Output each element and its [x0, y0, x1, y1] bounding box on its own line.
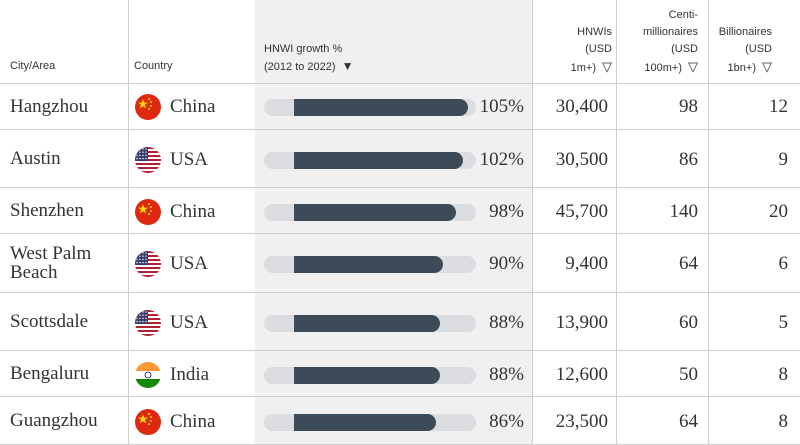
header-centi-line3: (USD — [671, 43, 698, 55]
city-name: West Palm Beach — [10, 243, 92, 283]
country-name: China — [170, 96, 216, 117]
billionaires-value: 5 — [778, 311, 789, 333]
billionaires-value: 12 — [769, 96, 788, 117]
growth-bar — [294, 314, 440, 332]
billionaires-value: 6 — [778, 253, 789, 274]
header-growth-line1: HNWI growth % — [264, 43, 343, 55]
growth-bar-track — [264, 203, 476, 221]
centimillionaires-value: 60 — [679, 311, 698, 333]
growth-percent: 105% — [479, 96, 524, 117]
column-divider — [708, 0, 709, 445]
growth-percent: 90% — [489, 253, 524, 274]
header-growth[interactable]: HNWI growth % (2012 to 2022) ▼ — [264, 41, 384, 76]
column-divider — [532, 0, 533, 445]
hnwis-value: 30,500 — [555, 148, 608, 170]
hnwis-value: 9,400 — [565, 253, 608, 274]
growth-percent: 86% — [489, 410, 524, 432]
centimillionaires-value: 64 — [679, 253, 698, 274]
table-row[interactable]: Guangzhou China 86% 23,500 64 8 — [0, 398, 800, 445]
billionaires-value: 8 — [778, 363, 789, 385]
table-row[interactable]: Hangzhou China 105% 30,400 98 12 — [0, 84, 800, 130]
city-name: Austin — [10, 148, 61, 169]
growth-percent: 102% — [479, 148, 524, 170]
table-row[interactable]: Scottsdale USA 88% 13,900 60 5 — [0, 294, 800, 351]
growth-bar — [294, 151, 463, 169]
growth-bar — [294, 413, 436, 431]
city-name: Scottsdale — [10, 311, 89, 332]
growth-bar-track — [264, 256, 476, 273]
hnwis-value: 45,700 — [555, 200, 608, 222]
column-divider — [616, 0, 617, 445]
header-hnwis-line2: (USD — [585, 43, 612, 55]
centimillionaires-value: 140 — [669, 200, 699, 222]
growth-bar-track — [264, 151, 476, 169]
sort-icon[interactable]: ▽ — [688, 59, 698, 74]
growth-bar — [294, 366, 440, 384]
header-bill-line3: 1bn+) — [727, 62, 756, 74]
header-bill-line2: (USD — [745, 43, 772, 55]
header-centi-line2: millionaires — [642, 26, 698, 38]
billionaires-value: 8 — [778, 410, 789, 432]
city-name: Guangzhou — [10, 410, 98, 431]
growth-bar — [294, 99, 468, 116]
hnwis-value: 23,500 — [555, 410, 608, 432]
city-name: Bengaluru — [10, 363, 90, 384]
china-flag-icon — [135, 94, 161, 120]
city-name: Shenzhen — [10, 200, 84, 221]
growth-bar-track — [264, 99, 476, 116]
country-name: China — [170, 200, 216, 222]
growth-percent: 88% — [489, 311, 524, 333]
hnwis-value: 12,600 — [555, 363, 608, 385]
hnwis-value: 30,400 — [555, 96, 608, 117]
country-name: USA — [170, 311, 209, 333]
header-city[interactable]: City/Area — [10, 60, 56, 72]
growth-percent: 88% — [489, 363, 524, 385]
header-hnwis[interactable]: HNWIs (USD 1m+) ▽ — [532, 24, 612, 77]
city-name: Hangzhou — [10, 95, 89, 117]
header-bill-line1: Billionaires — [718, 26, 772, 38]
header-centi-line1: Centi- — [668, 9, 698, 21]
centimillionaires-value: 64 — [679, 410, 698, 432]
growth-bar-track — [264, 314, 476, 332]
sort-desc-active-icon[interactable]: ▼ — [341, 59, 354, 73]
country-name: China — [170, 410, 216, 432]
country-name: India — [170, 363, 210, 385]
centimillionaires-value: 50 — [679, 363, 698, 385]
table-row[interactable]: Bengaluru India 88% 12,600 50 8 — [0, 352, 800, 397]
sort-icon[interactable]: ▽ — [602, 59, 612, 74]
growth-bar-track — [264, 413, 476, 431]
growth-bar — [294, 256, 443, 273]
header-country[interactable]: Country — [134, 60, 173, 72]
usa-flag-icon — [135, 309, 161, 336]
table-row[interactable]: Shenzhen China 98% 45,700 140 20 — [0, 189, 800, 234]
growth-percent: 98% — [489, 200, 524, 222]
china-flag-icon — [135, 408, 161, 435]
table-row[interactable]: Austin USA 102% 30,500 86 9 — [0, 131, 800, 188]
header-growth-line2: (2012 to 2022) — [264, 61, 336, 73]
header-centimillionaires[interactable]: Centi- millionaires (USD 100m+) ▽ — [618, 7, 698, 77]
centimillionaires-value: 98 — [679, 96, 698, 117]
usa-flag-icon — [135, 146, 161, 173]
growth-bar-track — [264, 366, 476, 384]
table-row[interactable]: West Palm Beach USA 90% 9,400 64 6 — [0, 235, 800, 293]
header-centi-line4: 100m+) — [644, 62, 682, 74]
column-divider — [128, 0, 129, 445]
usa-flag-icon — [135, 251, 161, 277]
billionaires-value: 20 — [769, 200, 788, 222]
india-flag-icon — [135, 361, 161, 388]
sort-icon[interactable]: ▽ — [762, 59, 772, 74]
header-billionaires[interactable]: Billionaires (USD 1bn+) ▽ — [712, 24, 772, 77]
country-name: USA — [170, 253, 209, 274]
centimillionaires-value: 86 — [679, 148, 698, 170]
hnwis-value: 13,900 — [555, 311, 608, 333]
billionaires-value: 9 — [778, 148, 789, 170]
header-hnwis-line1: HNWIs — [577, 26, 612, 38]
growth-bar — [294, 203, 456, 221]
country-name: USA — [170, 148, 209, 170]
header-hnwis-line3: 1m+) — [570, 62, 596, 74]
table-header: City/Area Country HNWI growth % (2012 to… — [0, 0, 800, 84]
china-flag-icon — [135, 198, 161, 225]
